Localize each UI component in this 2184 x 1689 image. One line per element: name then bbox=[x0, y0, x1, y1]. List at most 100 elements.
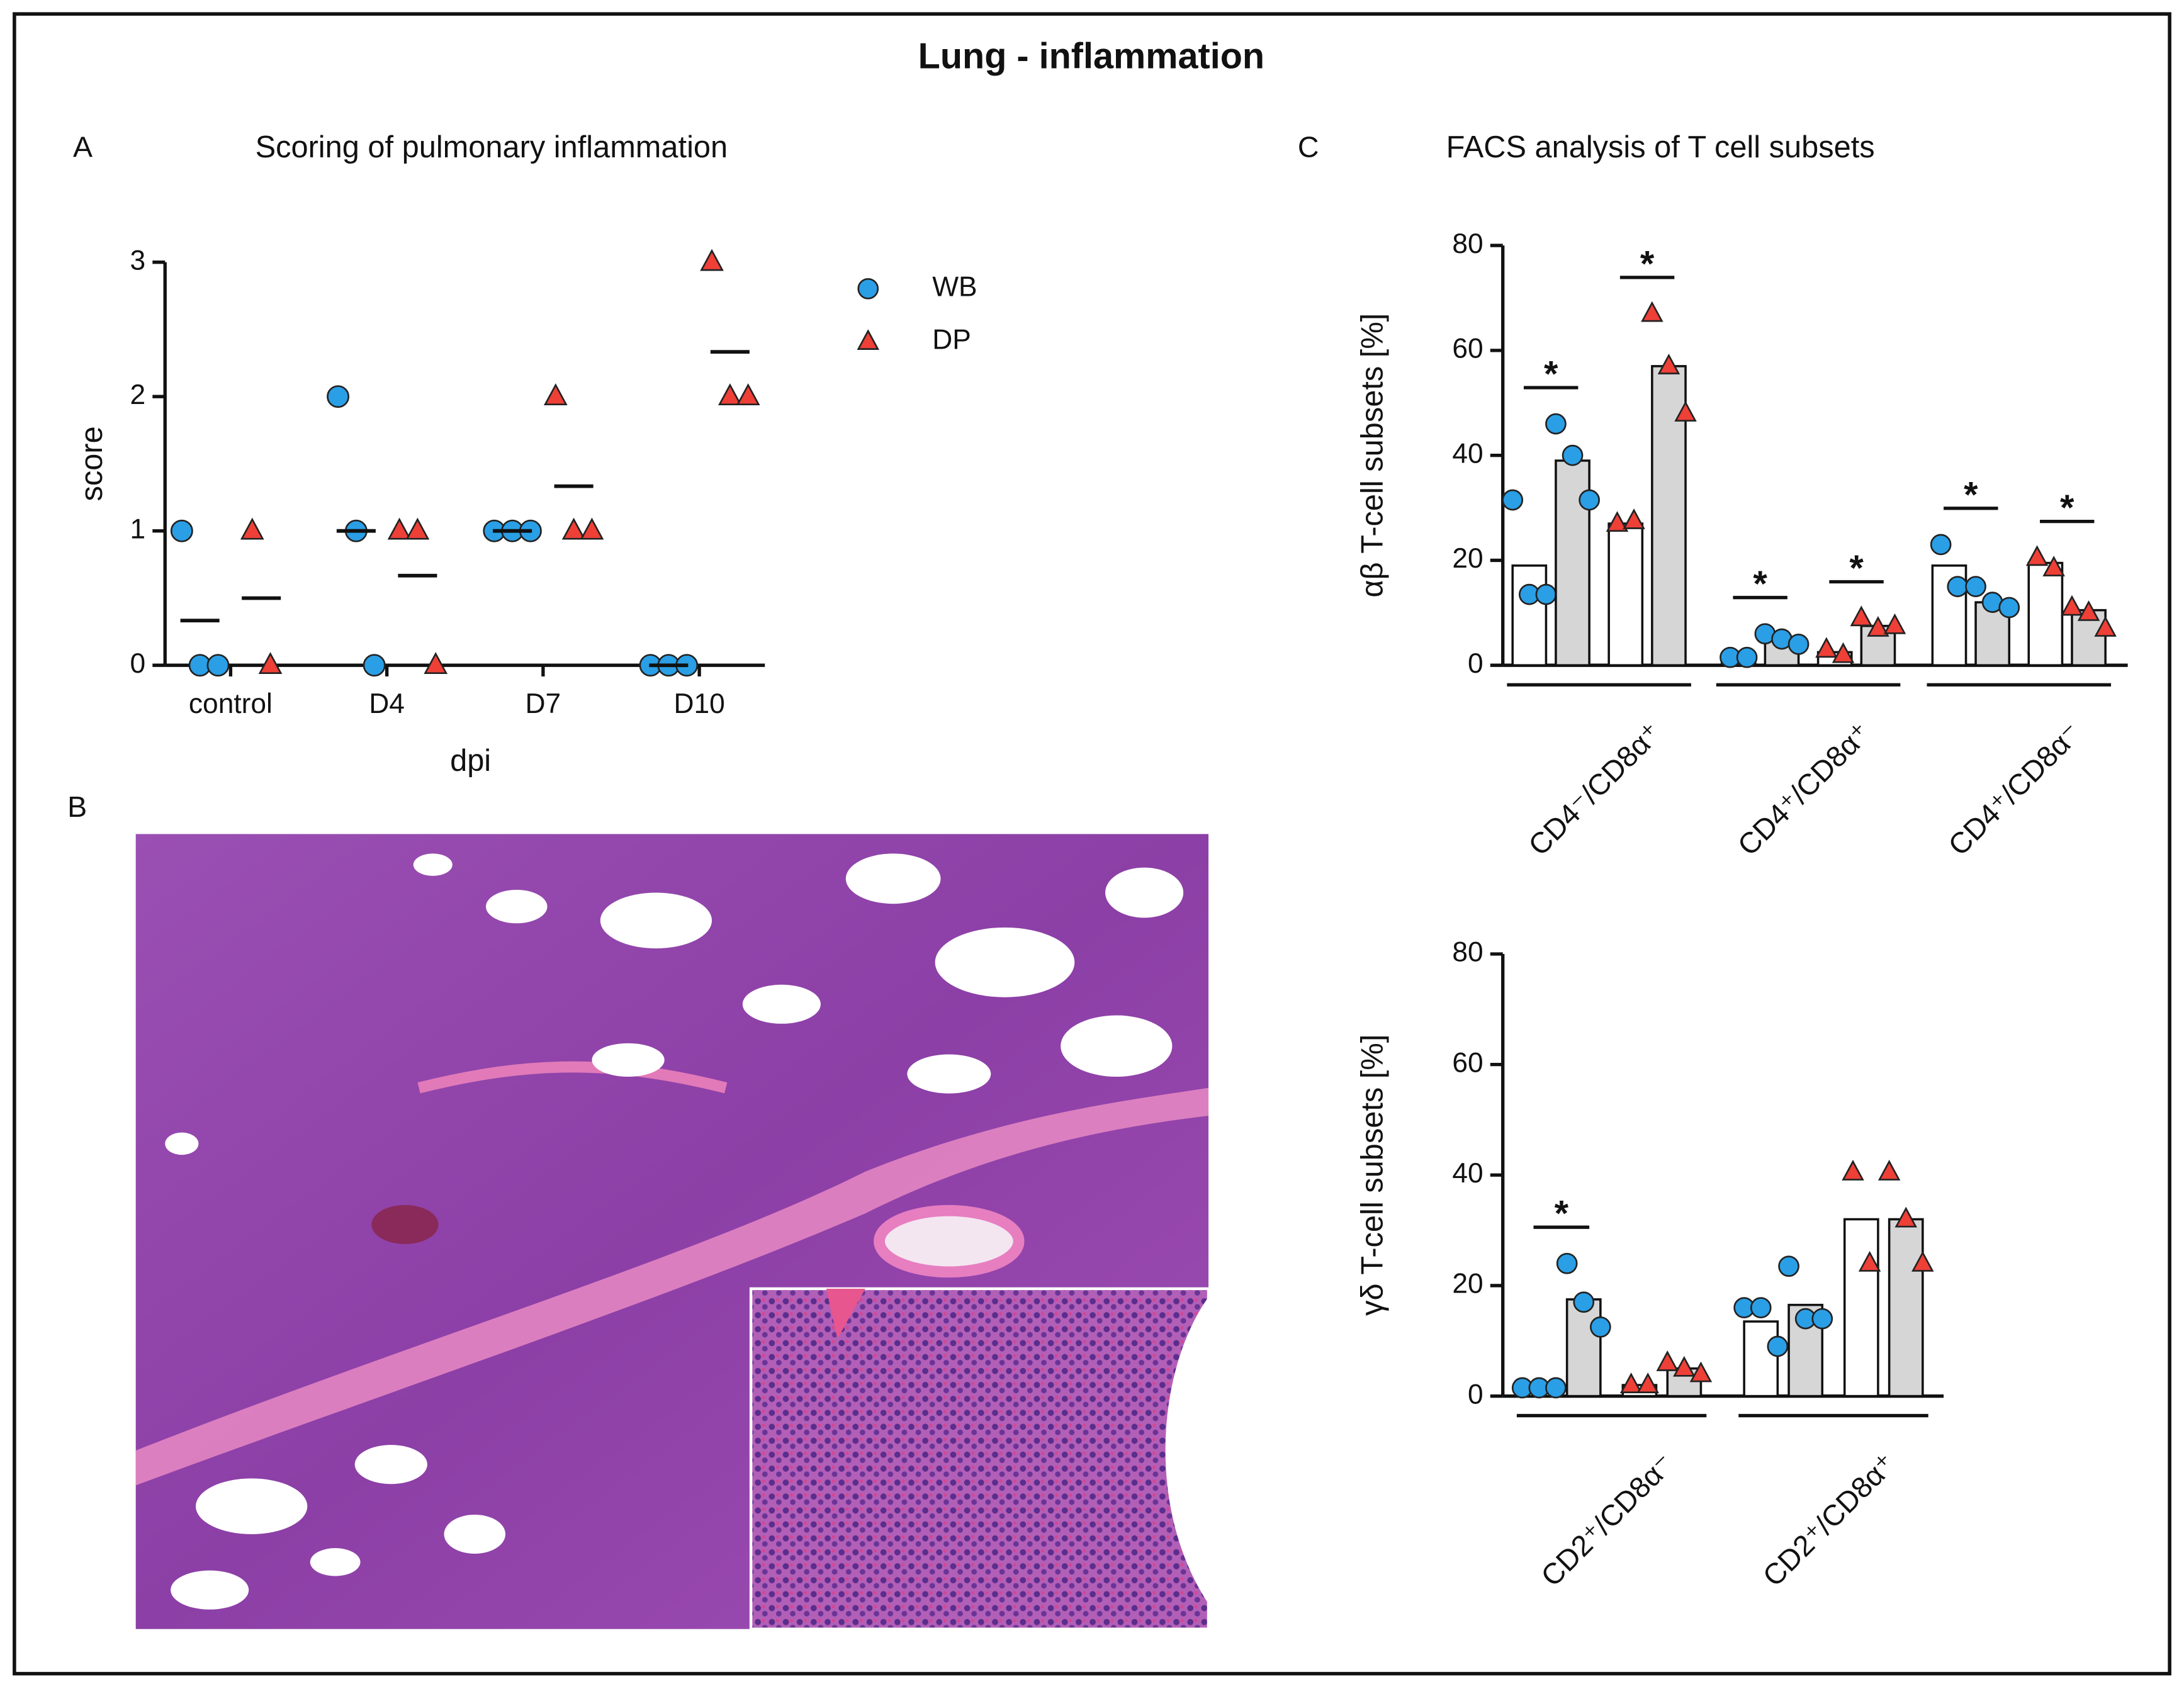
bar bbox=[1607, 522, 1644, 666]
circle-point bbox=[1998, 597, 2020, 619]
triangle-point bbox=[1894, 1206, 1917, 1228]
triangle-point bbox=[1623, 508, 1645, 529]
triangle-point bbox=[1641, 301, 1663, 322]
y-tick-label: 1 bbox=[130, 513, 146, 544]
significance-label: * bbox=[2060, 488, 2074, 528]
triangle-point bbox=[580, 517, 604, 540]
triangle-point bbox=[1867, 615, 1889, 637]
panel-title: FACS analysis of T cell subsets bbox=[1446, 130, 1875, 164]
panel-label: B bbox=[67, 790, 87, 823]
triangle-point bbox=[543, 383, 568, 405]
bar bbox=[1843, 1218, 1879, 1398]
triangle-point bbox=[1832, 642, 1855, 663]
x-tick-label: control bbox=[189, 688, 273, 719]
legend-label: DP bbox=[932, 325, 971, 356]
y-tick-label: 60 bbox=[1452, 1047, 1483, 1078]
significance-label: * bbox=[1753, 564, 1767, 604]
circle-point bbox=[327, 385, 350, 408]
circle-point bbox=[1750, 1297, 1772, 1318]
triangle-point bbox=[1636, 1372, 1659, 1393]
circle-point bbox=[363, 654, 386, 677]
triangle-point bbox=[387, 517, 412, 540]
y-tick-label: 20 bbox=[1452, 1269, 1483, 1299]
circle-point bbox=[1965, 576, 1986, 597]
triangle-point bbox=[240, 517, 264, 540]
x-tick-label: D10 bbox=[673, 688, 724, 719]
panel-label: C bbox=[1298, 130, 1319, 163]
triangle-point bbox=[2061, 595, 2083, 616]
triangle-point bbox=[1877, 1160, 1901, 1181]
y-tick-label: 0 bbox=[130, 648, 146, 679]
circle-point bbox=[206, 654, 230, 677]
circle-point bbox=[1502, 489, 1524, 511]
y-tick-label: 20 bbox=[1452, 543, 1483, 574]
circle-point bbox=[1787, 633, 1810, 655]
circle-point bbox=[170, 519, 193, 542]
histology-image: B bbox=[67, 790, 1210, 1630]
triangle-point bbox=[1815, 637, 1838, 658]
triangle-point bbox=[1689, 1361, 1713, 1383]
triangle-point bbox=[258, 652, 283, 674]
circle-point bbox=[1556, 1252, 1578, 1274]
triangle-point bbox=[700, 249, 724, 271]
x-tick-label: D4 bbox=[369, 688, 405, 719]
y-axis-label: γδ T-cell subsets [%] bbox=[1356, 1035, 1390, 1316]
y-tick-label: 40 bbox=[1452, 438, 1483, 469]
circle-point bbox=[1545, 413, 1567, 435]
triangle-point bbox=[2025, 545, 2049, 566]
y-tick-label: 80 bbox=[1452, 937, 1483, 968]
triangle-point bbox=[1883, 613, 1906, 634]
bar bbox=[1511, 564, 1548, 666]
circle-point bbox=[1736, 646, 1758, 668]
figure-title: Lung - inflammation bbox=[918, 36, 1264, 76]
y-tick-label: 3 bbox=[130, 245, 146, 276]
y-tick-label: 80 bbox=[1452, 228, 1483, 259]
y-tick-label: 60 bbox=[1452, 334, 1483, 364]
circle-point bbox=[1767, 1335, 1789, 1357]
circle-point bbox=[1573, 1291, 1595, 1313]
circle-point bbox=[1778, 1255, 1799, 1277]
triangle-point bbox=[424, 652, 448, 674]
y-tick-label: 0 bbox=[1468, 648, 1483, 679]
circle-point bbox=[1562, 444, 1584, 466]
legend-label: WB bbox=[932, 271, 977, 302]
triangle-point bbox=[1858, 1250, 1881, 1272]
triangle-point bbox=[1674, 401, 1697, 422]
triangle-point bbox=[1911, 1250, 1934, 1272]
significance-label: * bbox=[1849, 548, 1864, 588]
circle-point bbox=[857, 278, 879, 300]
circle-point bbox=[1930, 534, 1952, 556]
significance-label: * bbox=[1640, 244, 1655, 284]
circle-point bbox=[1579, 489, 1600, 511]
circle-point bbox=[1590, 1316, 1611, 1338]
bar bbox=[1555, 459, 1590, 666]
panel-label: A bbox=[73, 130, 93, 163]
triangle-point bbox=[1842, 1160, 1864, 1181]
y-axis-label: αβ T-cell subsets [%] bbox=[1356, 313, 1390, 598]
triangle-point bbox=[561, 517, 586, 540]
y-tick-label: 40 bbox=[1452, 1158, 1483, 1189]
bar bbox=[2027, 561, 2064, 666]
circle-point bbox=[1811, 1308, 1833, 1330]
significance-label: * bbox=[1544, 354, 1558, 394]
triangle-point bbox=[736, 383, 760, 405]
triangle-point bbox=[1850, 605, 1873, 627]
triangle-point bbox=[1606, 511, 1629, 532]
triangle-point bbox=[2077, 600, 2100, 621]
circle-point bbox=[1545, 1377, 1567, 1399]
significance-label: * bbox=[1964, 474, 1978, 515]
bar bbox=[1743, 1320, 1779, 1398]
triangle-point bbox=[857, 329, 880, 350]
circle-point bbox=[1947, 576, 1969, 597]
y-tick-label: 2 bbox=[130, 379, 146, 410]
triangle-point bbox=[718, 383, 742, 405]
significance-label: * bbox=[1555, 1194, 1569, 1234]
circle-point bbox=[1535, 583, 1557, 605]
triangle-point bbox=[2042, 556, 2065, 576]
triangle-point bbox=[1656, 1350, 1679, 1371]
bar bbox=[1888, 1218, 1924, 1398]
y-axis-label: score bbox=[75, 426, 109, 501]
bar bbox=[1565, 1298, 1602, 1398]
panel-title: Scoring of pulmonary inflammation bbox=[256, 130, 728, 164]
